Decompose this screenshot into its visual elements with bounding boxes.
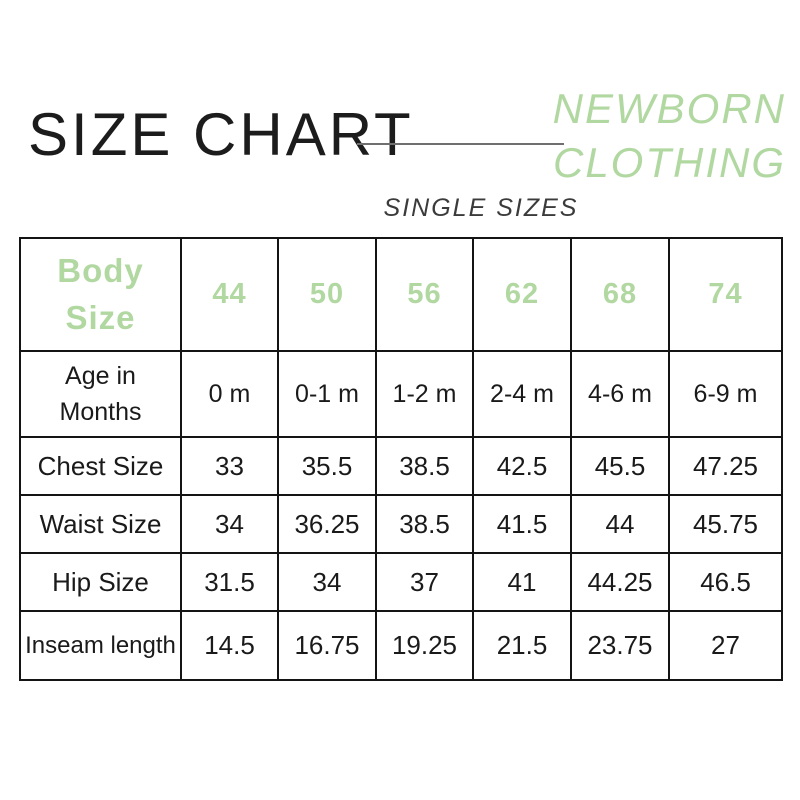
inseam-cell-68: 23.75 <box>570 610 670 681</box>
table-row-age: Age in Months 0 m 0-1 m 1-2 m 2-4 m 4-6 … <box>19 350 783 438</box>
table-subtitle: SINGLE SIZES <box>383 194 579 222</box>
column-header-size-56: 56 <box>375 237 474 352</box>
table-row-hip: Hip Size 31.5 34 37 41 44.25 46.5 <box>19 552 783 612</box>
waist-cell-44: 34 <box>180 494 279 554</box>
hip-cell-62: 41 <box>472 552 572 612</box>
inseam-cell-62: 21.5 <box>472 610 572 681</box>
age-cell-74: 6-9 m <box>668 350 783 438</box>
age-cell-62: 2-4 m <box>472 350 572 438</box>
waist-cell-56: 38.5 <box>375 494 474 554</box>
inseam-cell-56: 19.25 <box>375 610 474 681</box>
size-table: Body Size 44 50 56 62 68 74 Age in Month… <box>19 237 783 681</box>
brand-text: NEWBORN CLOTHING <box>553 82 786 190</box>
chest-cell-68: 45.5 <box>570 436 670 496</box>
brand-line-newborn: NEWBORN <box>552 85 786 132</box>
column-header-size-68: 68 <box>570 237 670 352</box>
chest-cell-74: 47.25 <box>668 436 783 496</box>
age-cell-50: 0-1 m <box>277 350 377 438</box>
row-label-waist-size: Waist Size <box>19 494 182 554</box>
brand-line-clothing: CLOTHING <box>552 138 786 186</box>
waist-cell-62: 41.5 <box>472 494 572 554</box>
chest-cell-44: 33 <box>180 436 279 496</box>
hip-cell-68: 44.25 <box>570 552 670 612</box>
hip-cell-74: 46.5 <box>668 552 783 612</box>
chest-cell-50: 35.5 <box>277 436 377 496</box>
column-header-size-44: 44 <box>180 237 279 352</box>
inseam-cell-50: 16.75 <box>277 610 377 681</box>
inseam-cell-44: 14.5 <box>180 610 279 681</box>
hip-cell-44: 31.5 <box>180 552 279 612</box>
column-header-size-62: 62 <box>472 237 572 352</box>
hip-cell-50: 34 <box>277 552 377 612</box>
row-label-hip-size: Hip Size <box>19 552 182 612</box>
row-label-inseam-length: Inseam length <box>19 610 182 681</box>
column-header-size-74: 74 <box>668 237 783 352</box>
title-divider-line <box>357 143 564 145</box>
table-row-chest: Chest Size 33 35.5 38.5 42.5 45.5 47.25 <box>19 436 783 496</box>
inseam-cell-74: 27 <box>668 610 783 681</box>
row-label-chest-size: Chest Size <box>19 436 182 496</box>
table-row-inseam: Inseam length 14.5 16.75 19.25 21.5 23.7… <box>19 610 783 681</box>
age-cell-44: 0 m <box>180 350 279 438</box>
waist-cell-74: 45.75 <box>668 494 783 554</box>
table-header-row: Body Size 44 50 56 62 68 74 <box>19 237 783 352</box>
chest-cell-62: 42.5 <box>472 436 572 496</box>
page-title: SIZE CHART <box>28 101 414 168</box>
age-cell-56: 1-2 m <box>375 350 474 438</box>
chest-cell-56: 38.5 <box>375 436 474 496</box>
column-header-body-size: Body Size <box>19 237 182 352</box>
hip-cell-56: 37 <box>375 552 474 612</box>
age-cell-68: 4-6 m <box>570 350 670 438</box>
waist-cell-68: 44 <box>570 494 670 554</box>
row-label-age-in-months: Age in Months <box>19 350 182 438</box>
waist-cell-50: 36.25 <box>277 494 377 554</box>
column-header-size-50: 50 <box>277 237 377 352</box>
table-row-waist: Waist Size 34 36.25 38.5 41.5 44 45.75 <box>19 494 783 554</box>
